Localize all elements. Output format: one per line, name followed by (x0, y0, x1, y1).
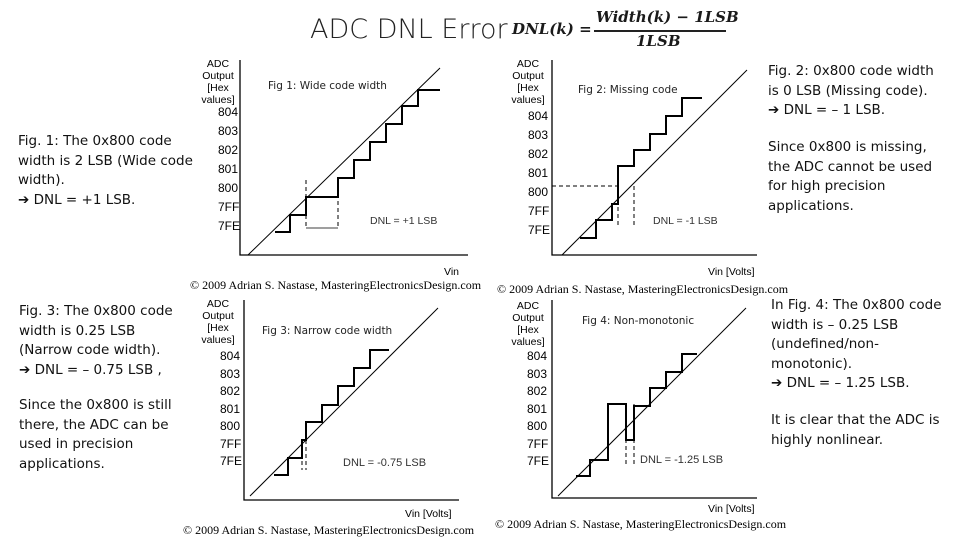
code-label: 804 (528, 109, 549, 123)
fig1-description: Fig. 1: The 0x800 code width is 2 LSB (W… (18, 133, 193, 208)
fig2-copyright: © 2009 Adrian S. Nastase, MasteringElect… (497, 282, 789, 296)
fig1-caption: Fig 1: Wide code width (268, 80, 387, 92)
fig4-annotation: DNL = -1.25 LSB (640, 454, 724, 466)
fig2-staircase (580, 97, 702, 239)
fig3-annotation: DNL = -0.75 LSB (343, 457, 427, 469)
fig3-code-labels: 804 803 802 801 800 7FF 7FE (220, 350, 242, 473)
code-label: 800 (218, 181, 239, 195)
code-label: 804 (220, 349, 241, 363)
formula-numerator: Width(k) − 1LSB (596, 8, 739, 26)
fig2-annotation: DNL = -1 LSB (653, 215, 718, 227)
fig1-code-labels: 804 803 802 801 800 7FF 7FE (218, 106, 240, 239)
fig4-ideal-line (557, 307, 747, 497)
fig3-y-axis-label: ADC Output [Hex values] (201, 298, 235, 346)
code-label: 804 (527, 349, 548, 363)
code-label: 803 (220, 366, 241, 381)
formula-denominator: 1LSB (636, 32, 681, 50)
code-label: 801 (218, 162, 239, 176)
fig4-note: It is clear that the ADC is highly nonli… (771, 412, 940, 448)
fig3-staircase (274, 349, 389, 476)
code-label: 7FE (218, 219, 241, 233)
code-label: 7FF (527, 436, 549, 451)
code-label: 802 (528, 147, 549, 161)
fig2-x-axis-label: Vin [Volts] (708, 266, 755, 278)
code-label: 801 (220, 401, 241, 416)
fig3-axes (243, 300, 459, 501)
fig4-code-labels: 804 803 802 801 800 7FF 7FE (527, 350, 549, 473)
code-label: 803 (528, 128, 549, 142)
fig3-description: Fig. 3: The 0x800 code width is 0.25 LSB… (19, 303, 173, 378)
fig2-axes (551, 60, 757, 256)
code-label: 801 (528, 166, 549, 180)
fig4-description: In Fig. 4: The 0x800 code width is – 0.2… (771, 297, 942, 391)
fig2-transfer-plot (551, 60, 757, 256)
fig3-x-axis-label: Vin [Volts] (405, 508, 452, 520)
page-title: ADC DNL Error (310, 14, 508, 45)
formula-lhs: DNL(k) = (512, 20, 592, 38)
fig2-y-axis-label: ADC Output [Hex values] (511, 58, 545, 106)
fig1-staircase (275, 89, 440, 233)
code-label: 801 (527, 401, 548, 416)
fig4-y-axis-label: ADC Output [Hex values] (511, 300, 545, 348)
fig1-axes (239, 60, 468, 256)
fig4-x-axis-label: Vin [Volts] (708, 503, 755, 515)
code-label: 802 (527, 384, 548, 398)
code-label: 7FF (220, 436, 242, 451)
code-label: 800 (220, 419, 241, 433)
fig2-note: Since 0x800 is missing, the ADC cannot b… (768, 139, 933, 214)
code-label: 802 (218, 143, 239, 157)
formula-fraction-bar (594, 30, 726, 32)
fig4-staircase (576, 353, 697, 477)
code-label: 804 (218, 105, 239, 119)
fig3-copyright: © 2009 Adrian S. Nastase, MasteringElect… (183, 523, 475, 537)
fig2-ideal-line (561, 69, 748, 256)
fig4-transfer-plot (551, 300, 757, 499)
fig1-x-axis-label: Vin (444, 266, 459, 278)
code-label: 7FF (218, 200, 240, 214)
code-label: 7FE (527, 454, 550, 468)
fig1-ideal-line (247, 67, 441, 256)
fig1-transfer-plot (239, 60, 468, 256)
fig1-annotation: DNL = +1 LSB (370, 215, 438, 227)
fig3-note: Since the 0x800 is still there, the ADC … (19, 397, 172, 472)
fig3-transfer-plot (243, 300, 459, 501)
fig3-caption: Fig 3: Narrow code width (262, 325, 393, 337)
fig3-ideal-line (249, 307, 439, 497)
fig4-width-markers (625, 404, 635, 465)
fig3-width-markers (301, 440, 307, 470)
code-label: 7FE (220, 454, 243, 468)
code-label: 803 (218, 124, 239, 138)
fig2-caption: Fig 2: Missing code (578, 84, 678, 96)
code-label: 800 (527, 419, 548, 433)
fig2-width-markers (617, 186, 635, 226)
fig4-caption: Fig 4: Non-monotonic (582, 315, 695, 327)
code-label: 7FF (528, 204, 550, 218)
code-label: 800 (528, 185, 549, 199)
fig1-copyright: © 2009 Adrian S. Nastase, MasteringElect… (190, 278, 482, 292)
code-label: 802 (220, 384, 241, 398)
fig4-axes (551, 300, 757, 499)
fig4-copyright: © 2009 Adrian S. Nastase, MasteringElect… (495, 517, 787, 531)
code-label: 803 (527, 366, 548, 381)
fig1-y-axis-label: ADC Output [Hex values] (201, 58, 235, 106)
fig1-width-markers (305, 180, 339, 228)
code-label: 7FE (528, 223, 551, 237)
fig2-code-labels: 804 803 802 801 800 7FF 7FE (528, 110, 550, 243)
fig2-description: Fig. 2: 0x800 code width is 0 LSB (Missi… (768, 63, 934, 118)
